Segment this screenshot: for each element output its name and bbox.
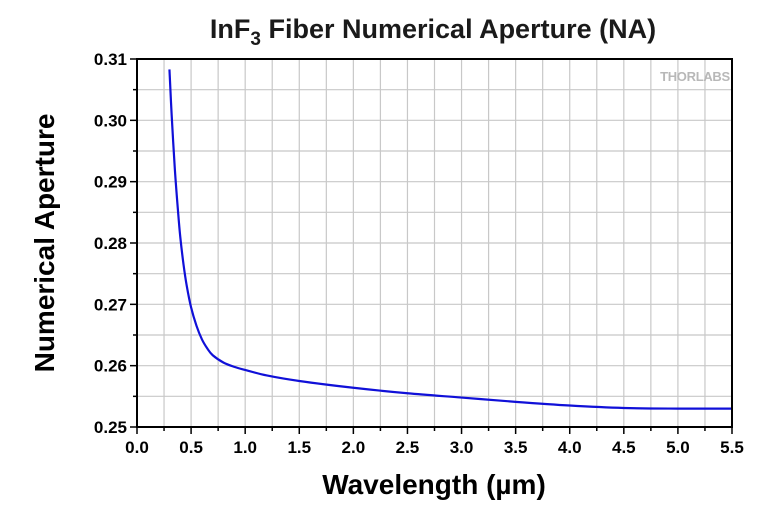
x-tick-label: 4.0	[558, 438, 582, 457]
y-tick-label: 0.28	[94, 234, 127, 253]
thorlabs-logo: THORLABS	[660, 69, 730, 84]
x-tick-label: 0.5	[179, 438, 203, 457]
y-tick-label: 0.29	[94, 173, 127, 192]
x-tick-label: 3.5	[504, 438, 528, 457]
x-tick-label: 0.0	[125, 438, 149, 457]
x-tick-labels: 0.0 0.5 1.0 1.5 2.0 2.5 3.0 3.5 4.0 4.5 5.0 5.5	[125, 438, 744, 457]
y-tick-labels: 0.25 0.26 0.27 0.28 0.29 0.30 0.31	[94, 50, 127, 437]
x-tick-label: 5.5	[720, 438, 744, 457]
na-series-line	[168, 69, 733, 410]
y-tick-label: 0.25	[94, 418, 127, 437]
plot-frame	[136, 58, 733, 428]
tick-layer	[130, 58, 733, 434]
y-tick-label: 0.26	[94, 357, 127, 376]
x-tick-label: 5.0	[666, 438, 690, 457]
chart-title-main: InF	[210, 14, 251, 44]
y-tick-label: 0.31	[94, 50, 127, 69]
x-tick-label: 1.0	[233, 438, 257, 457]
y-tick-label: 0.30	[94, 111, 127, 130]
x-tick-label: 1.5	[287, 438, 311, 457]
y-axis-label: Numerical Aperture	[29, 114, 60, 373]
chart-title: InF3 Fiber Numerical Aperture (NA)	[210, 14, 656, 50]
x-tick-label: 3.0	[450, 438, 474, 457]
x-tick-label: 2.0	[342, 438, 366, 457]
x-tick-label: 4.5	[612, 438, 636, 457]
chart-title-subscript: 3	[250, 29, 261, 50]
x-tick-label: 2.5	[396, 438, 420, 457]
grid-layer	[137, 59, 732, 427]
series-layer	[168, 69, 733, 410]
y-tick-label: 0.27	[94, 295, 127, 314]
chart-title-rest: Fiber Numerical Aperture (NA)	[261, 14, 656, 44]
x-axis-label: Wavelength (µm)	[322, 469, 546, 500]
